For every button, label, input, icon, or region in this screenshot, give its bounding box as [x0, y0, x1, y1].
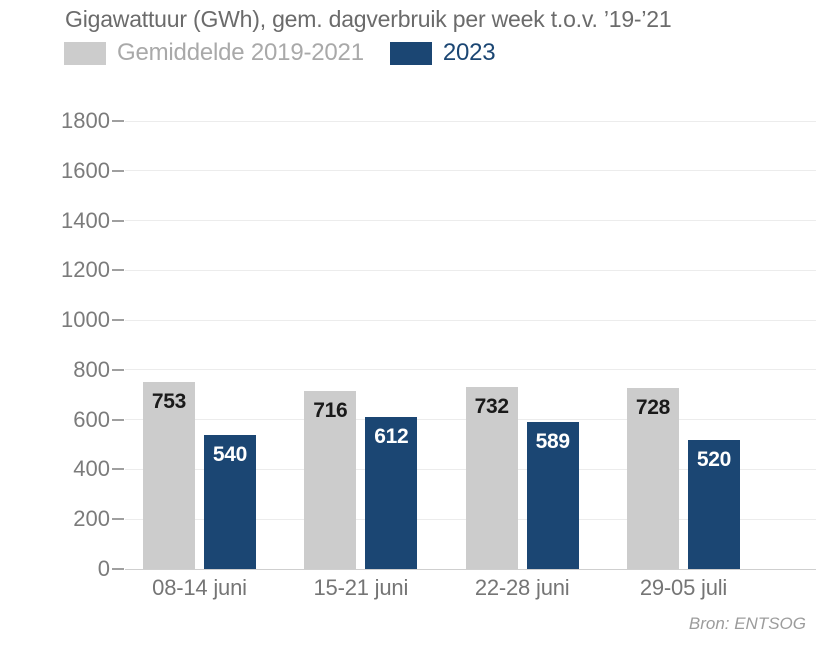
bar-value-label: 753 [151, 389, 187, 413]
bar-value-label: 540 [212, 442, 248, 466]
x-axis-label: 29-05 juli [639, 575, 728, 600]
gridline [125, 319, 816, 321]
gridline [125, 568, 816, 570]
y-axis-tick [112, 169, 124, 172]
bar-gemiddelde-2019-2021-08-14-juni: 753 [143, 381, 195, 569]
y-axis-label: 600 [73, 406, 110, 432]
bar-value-label: 728 [635, 395, 671, 419]
gridline [125, 269, 816, 271]
y-axis-tick [112, 518, 124, 521]
y-axis-label: 1200 [61, 257, 110, 283]
x-axis-label: 15-21 juni [313, 575, 409, 600]
y-axis-tick [112, 120, 124, 122]
legend-swatch-gemiddelde-2019-2021 [64, 41, 106, 65]
bar-value-label: 716 [313, 398, 348, 422]
y-axis-label: 1000 [61, 307, 110, 333]
y-axis-tick [112, 269, 124, 272]
legend-swatch-2023 [389, 41, 432, 65]
source-credit: Bron: ENTSOG [688, 614, 806, 633]
y-axis-tick [112, 418, 124, 421]
bar-value-label: 732 [474, 394, 509, 418]
gridline [125, 220, 816, 222]
y-axis-label: 1800 [61, 108, 110, 133]
bar-2023-08-14-juni: 540 [204, 434, 256, 569]
y-axis-tick [112, 368, 124, 371]
x-axis-label: 22-28 juni [474, 575, 570, 600]
bar-value-label: 520 [696, 447, 732, 471]
y-axis-label: 0 [97, 556, 110, 581]
y-axis-tick [112, 319, 124, 322]
bar-2023-15-21-juni: 612 [365, 416, 418, 569]
y-axis-tick [112, 468, 124, 471]
bar-gemiddelde-2019-2021-22-28-juni: 732 [465, 386, 518, 569]
bar-2023-29-05-juli: 520 [687, 439, 740, 569]
gridline [125, 170, 816, 172]
gridline [125, 120, 816, 122]
bar-gemiddelde-2019-2021-15-21-juni: 716 [304, 390, 357, 569]
legend: Gemiddelde 2019-2021 2023 [64, 39, 496, 66]
y-axis-label: 800 [73, 356, 110, 382]
bar-2023-22-28-juni: 589 [526, 422, 579, 569]
bar-gemiddelde-2019-2021-29-05-juli: 728 [626, 387, 679, 569]
y-axis-label: 1600 [61, 157, 110, 183]
y-axis-label: 400 [73, 456, 110, 482]
bar-value-label: 612 [374, 424, 409, 448]
gridline [125, 369, 816, 371]
y-axis-label: 200 [73, 506, 110, 532]
y-axis-tick [112, 219, 124, 222]
y-axis-tick [112, 568, 124, 570]
x-axis-label: 08-14 juni [152, 575, 247, 600]
legend-label-gemiddelde-2019-2021: Gemiddelde 2019-2021 [117, 39, 364, 66]
bar-value-label: 589 [535, 430, 570, 454]
y-axis-label: 1400 [61, 207, 110, 233]
chart-title: Gigawattuur (GWh), gem. dagverbruik per … [65, 6, 672, 32]
legend-label-2023: 2023 [442, 39, 496, 66]
